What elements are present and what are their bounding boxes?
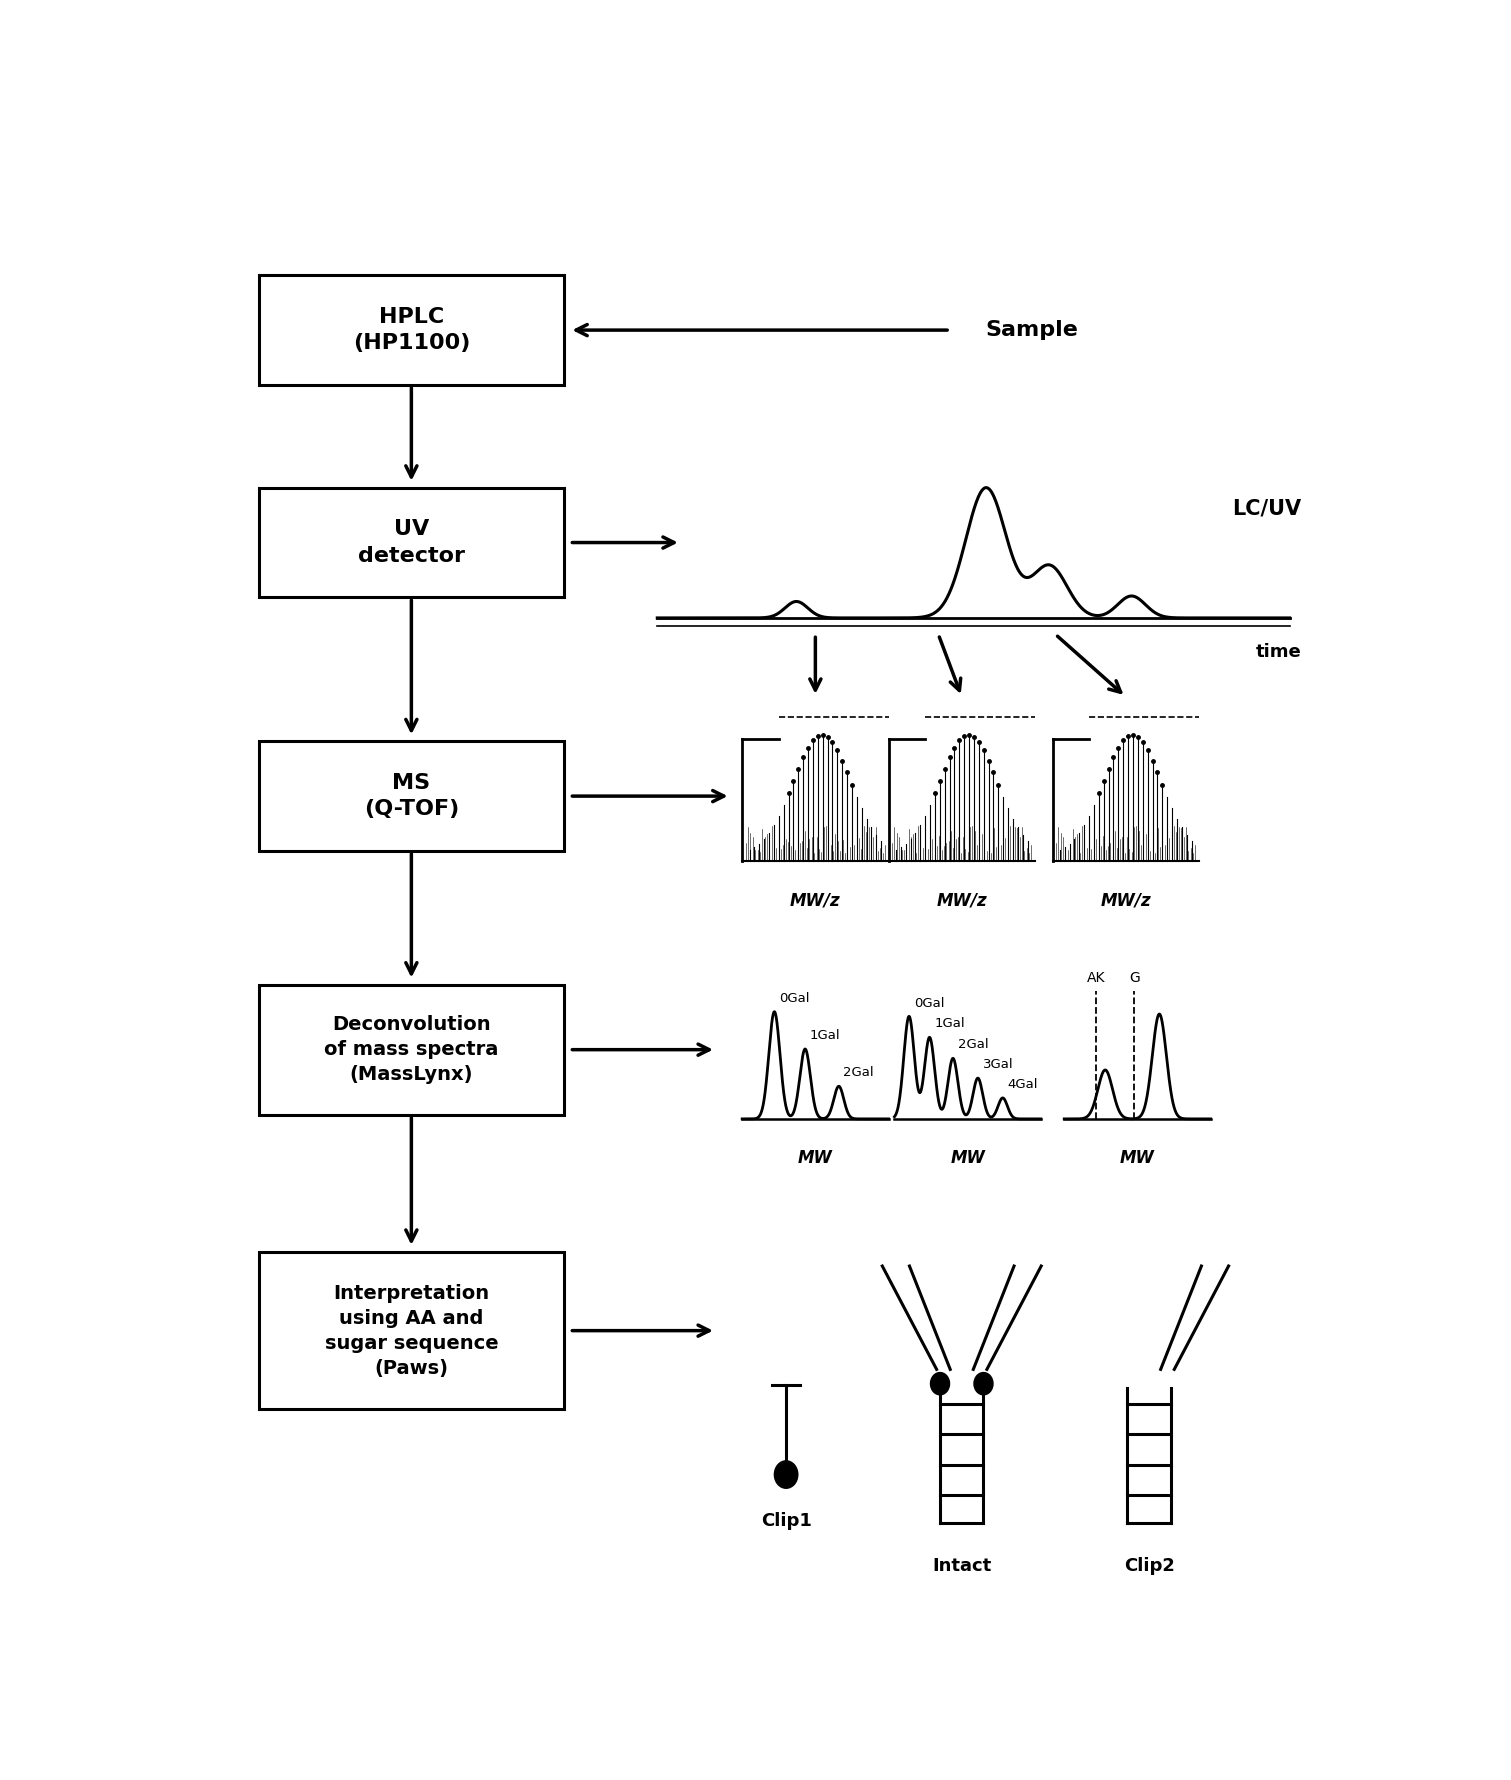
- FancyBboxPatch shape: [260, 1251, 564, 1410]
- Text: 2Gal: 2Gal: [843, 1066, 873, 1079]
- FancyBboxPatch shape: [260, 984, 564, 1114]
- Text: Clip1: Clip1: [760, 1511, 811, 1529]
- Text: AK: AK: [1088, 970, 1106, 984]
- Text: 0Gal: 0Gal: [914, 997, 944, 1009]
- Circle shape: [931, 1372, 949, 1396]
- Circle shape: [975, 1372, 993, 1396]
- Text: Sample: Sample: [985, 320, 1077, 340]
- Text: 1Gal: 1Gal: [810, 1029, 840, 1041]
- Circle shape: [775, 1461, 798, 1488]
- FancyBboxPatch shape: [260, 740, 564, 851]
- Text: 4Gal: 4Gal: [1008, 1079, 1038, 1091]
- Text: Deconvolution
of mass spectra
(MassLynx): Deconvolution of mass spectra (MassLynx): [325, 1015, 499, 1084]
- Text: G: G: [1129, 970, 1139, 984]
- Text: 3Gal: 3Gal: [982, 1059, 1014, 1072]
- FancyBboxPatch shape: [260, 488, 564, 598]
- Text: Interpretation
using AA and
sugar sequence
(Paws): Interpretation using AA and sugar sequen…: [325, 1283, 499, 1378]
- Text: MW/z: MW/z: [790, 892, 840, 910]
- Text: Clip2: Clip2: [1124, 1558, 1174, 1575]
- Text: MS
(Q-TOF): MS (Q-TOF): [364, 773, 459, 819]
- Text: MW/z: MW/z: [1100, 892, 1151, 910]
- Text: UV
detector: UV detector: [358, 520, 465, 566]
- FancyBboxPatch shape: [260, 276, 564, 384]
- Text: 0Gal: 0Gal: [780, 991, 810, 1006]
- Text: MW/z: MW/z: [937, 892, 987, 910]
- Text: HPLC
(HP1100): HPLC (HP1100): [352, 306, 470, 352]
- Text: 2Gal: 2Gal: [958, 1038, 988, 1052]
- Text: MW: MW: [950, 1150, 985, 1168]
- Text: LC/UV: LC/UV: [1233, 498, 1301, 518]
- Text: 1Gal: 1Gal: [934, 1018, 966, 1031]
- Text: time: time: [1256, 643, 1301, 660]
- Text: MW: MW: [798, 1150, 833, 1168]
- Text: MW: MW: [1120, 1150, 1154, 1168]
- Text: Intact: Intact: [932, 1558, 991, 1575]
